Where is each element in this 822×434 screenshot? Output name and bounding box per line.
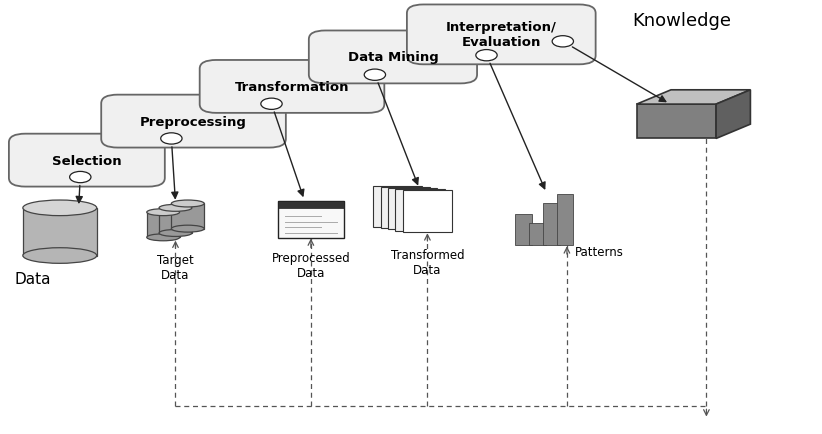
- Circle shape: [552, 36, 574, 48]
- Text: Patterns: Patterns: [575, 245, 624, 258]
- Polygon shape: [278, 202, 344, 208]
- FancyBboxPatch shape: [200, 61, 385, 114]
- Polygon shape: [543, 204, 560, 245]
- Circle shape: [161, 134, 182, 145]
- FancyBboxPatch shape: [9, 135, 165, 187]
- Circle shape: [364, 70, 386, 81]
- Ellipse shape: [147, 234, 179, 241]
- Text: Preprocessed
Data: Preprocessed Data: [271, 252, 350, 279]
- FancyBboxPatch shape: [309, 31, 477, 84]
- Polygon shape: [716, 91, 750, 139]
- Text: Transformation: Transformation: [235, 81, 349, 94]
- Polygon shape: [373, 186, 423, 227]
- Polygon shape: [278, 202, 344, 239]
- FancyBboxPatch shape: [407, 6, 596, 65]
- Polygon shape: [637, 105, 716, 139]
- Ellipse shape: [159, 230, 192, 237]
- Polygon shape: [388, 189, 437, 230]
- Polygon shape: [159, 208, 192, 233]
- Ellipse shape: [159, 205, 192, 212]
- Ellipse shape: [171, 201, 204, 207]
- Polygon shape: [637, 91, 750, 105]
- Text: Transformed
Data: Transformed Data: [390, 249, 464, 276]
- Polygon shape: [515, 215, 532, 245]
- Ellipse shape: [23, 248, 97, 264]
- Text: Knowledge: Knowledge: [632, 12, 732, 30]
- Text: Target
Data: Target Data: [157, 254, 194, 282]
- Circle shape: [261, 99, 282, 110]
- Polygon shape: [403, 191, 452, 232]
- Polygon shape: [529, 224, 546, 245]
- Polygon shape: [147, 213, 179, 238]
- Text: Interpretation/
Evaluation: Interpretation/ Evaluation: [446, 21, 556, 49]
- Ellipse shape: [147, 209, 179, 216]
- Polygon shape: [557, 194, 574, 245]
- Polygon shape: [171, 204, 204, 229]
- Text: Selection: Selection: [52, 154, 122, 167]
- Text: Preprocessing: Preprocessing: [140, 115, 247, 128]
- Ellipse shape: [23, 201, 97, 216]
- FancyBboxPatch shape: [101, 95, 286, 148]
- Polygon shape: [381, 187, 430, 229]
- Text: Data Mining: Data Mining: [348, 51, 438, 64]
- Polygon shape: [395, 190, 445, 231]
- Circle shape: [70, 172, 91, 183]
- Ellipse shape: [171, 226, 204, 233]
- Circle shape: [476, 50, 497, 62]
- Polygon shape: [23, 208, 97, 256]
- Text: Data: Data: [15, 271, 51, 286]
